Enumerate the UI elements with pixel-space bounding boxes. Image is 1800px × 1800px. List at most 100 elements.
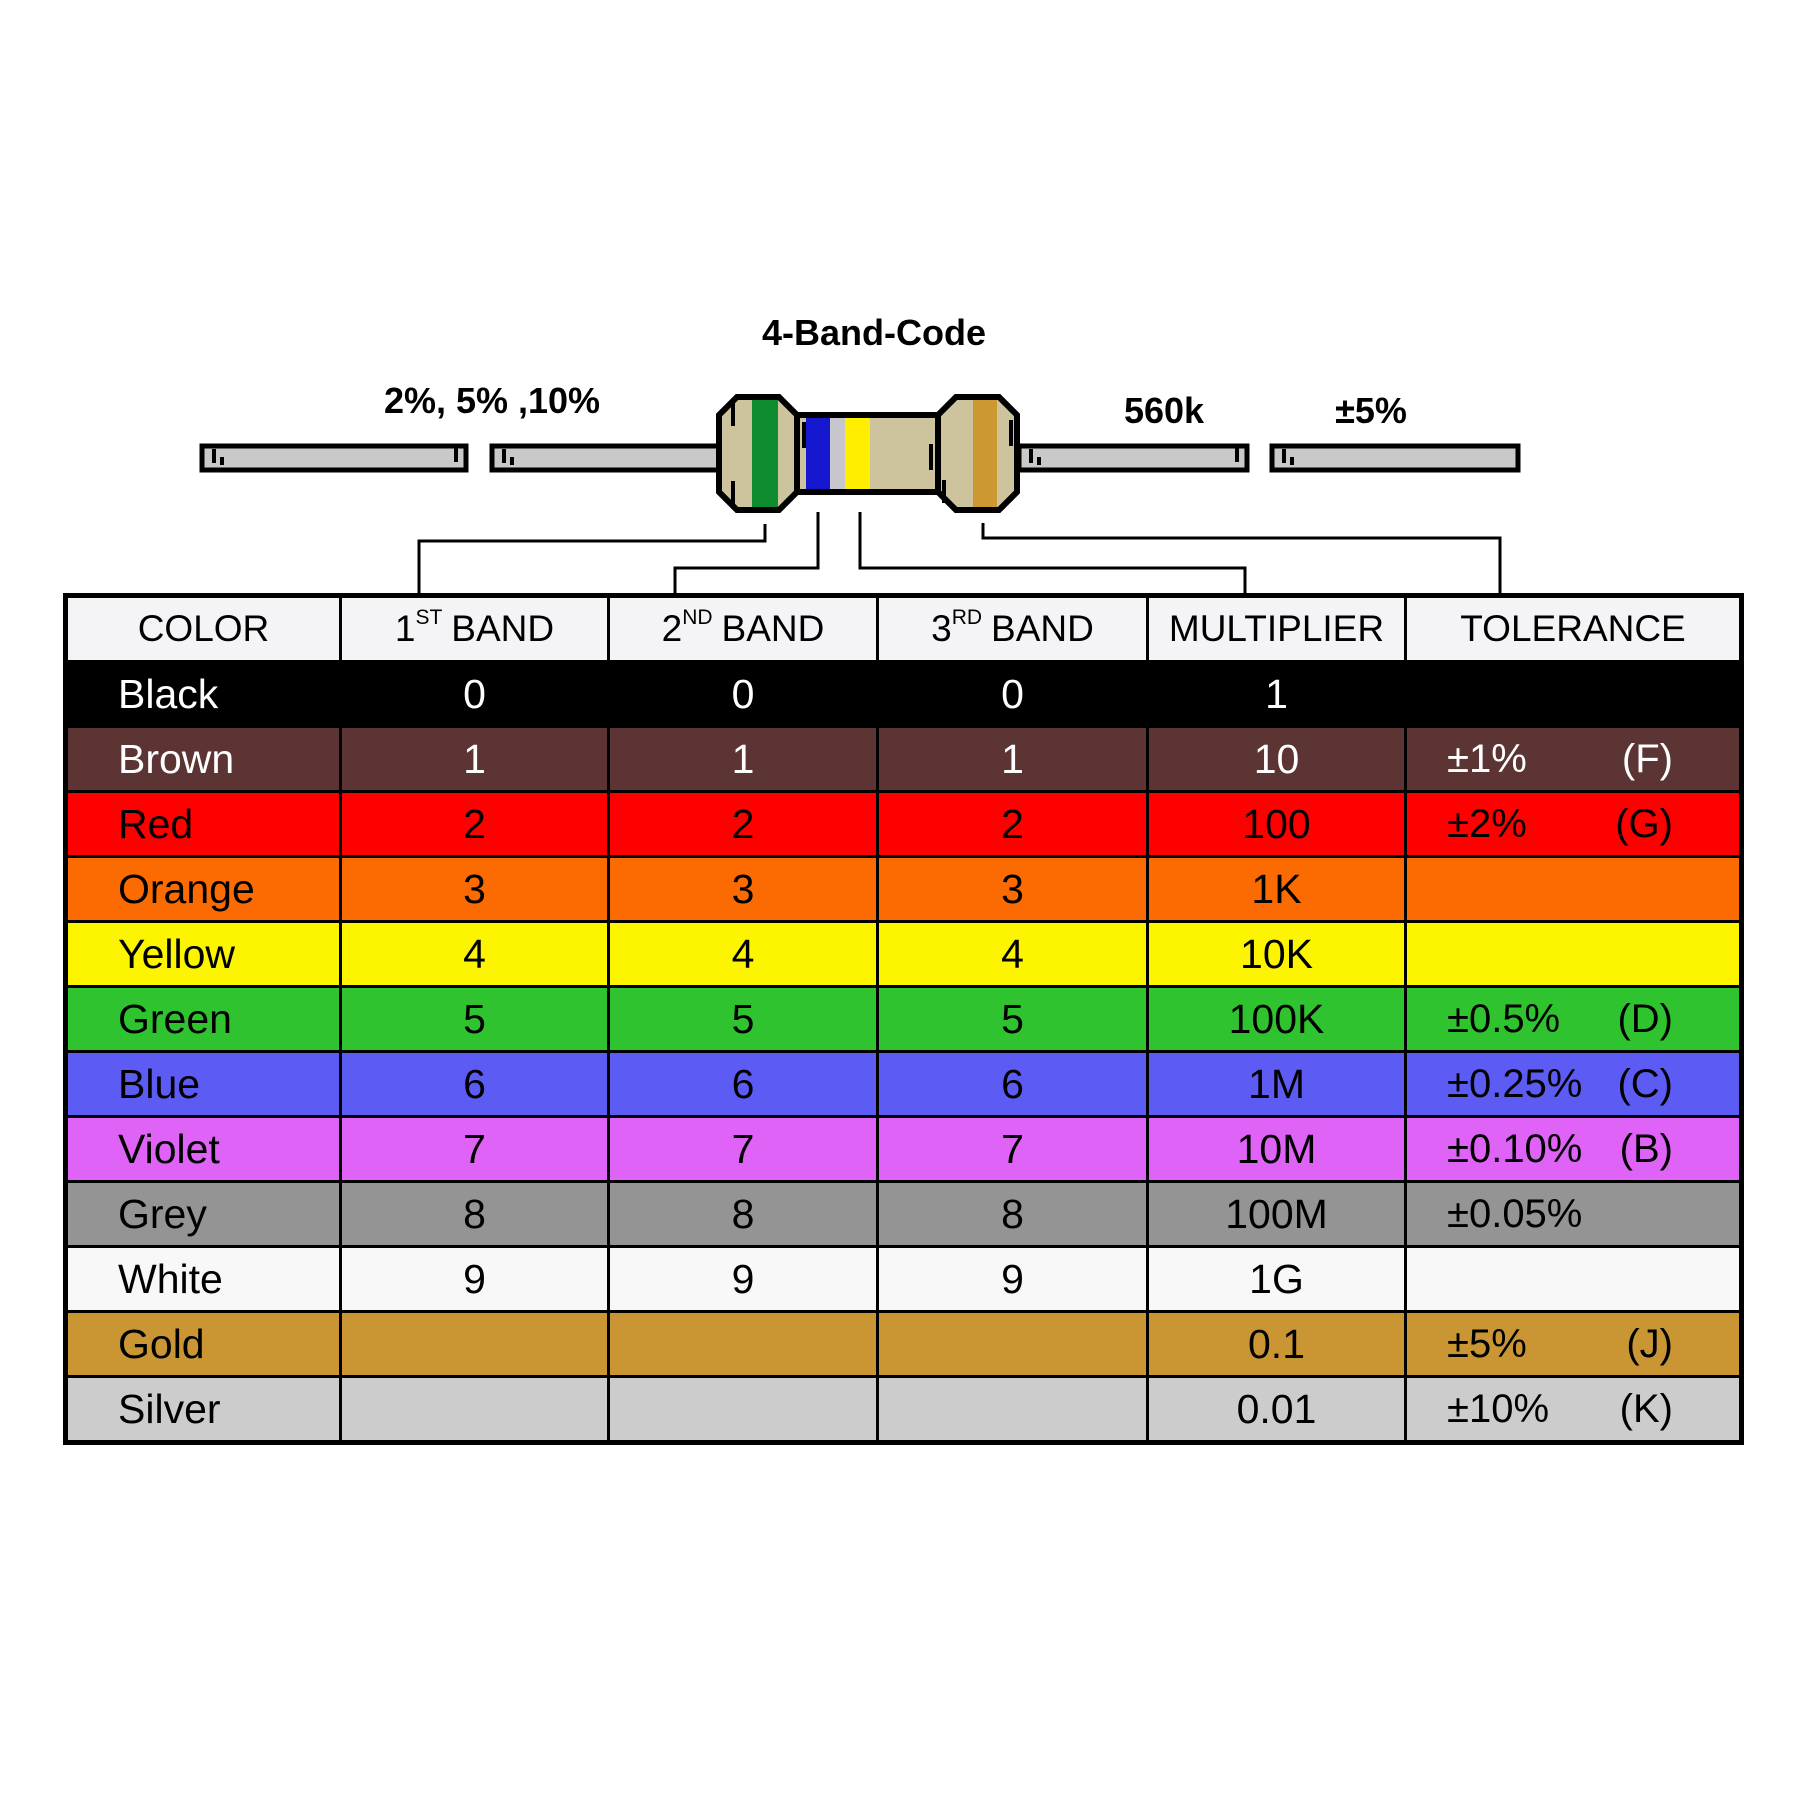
band1-value-cell — [339, 1378, 607, 1440]
tolerance-letter-code: (K) — [1619, 1386, 1673, 1431]
band2-value-cell — [607, 1313, 876, 1375]
tolerance-letter-code: (D) — [1617, 996, 1673, 1041]
header-band1-word: BAND — [451, 608, 555, 649]
lead-tick-marks — [212, 448, 1294, 465]
band3-value-cell: 5 — [876, 988, 1146, 1050]
header-band2-ordinal: ND — [682, 606, 713, 629]
header-band1-ordinal: ST — [415, 606, 443, 629]
resistor-leads — [199, 443, 1521, 473]
band2-value-cell: 6 — [607, 1053, 876, 1115]
tolerance-cell — [1404, 923, 1739, 985]
tolerance-value: ±0.05% — [1447, 1191, 1583, 1236]
tolerance-cell: ±5% (J) — [1404, 1313, 1739, 1375]
color-name-cell: White — [118, 1255, 223, 1302]
header-band2-word: BAND — [721, 608, 825, 649]
color-name-cell: Brown — [118, 735, 235, 782]
leader-band3-to-multiplier — [858, 512, 1247, 593]
tolerance-options-label: 2%, 5% ,10% — [383, 380, 601, 421]
tolerance-value: ±1% — [1447, 736, 1527, 781]
color-name-cell: Red — [118, 800, 194, 847]
table-row-yellow: Yellow 4 4 4 10K — [68, 920, 1739, 985]
header-band2-num: 2 — [661, 608, 683, 649]
band1-value-cell: 6 — [339, 1053, 607, 1115]
lead-right-inner — [1016, 443, 1250, 473]
band3-value-cell: 9 — [876, 1248, 1146, 1310]
band1-value-cell: 4 — [339, 923, 607, 985]
band1-value-cell: 9 — [339, 1248, 607, 1310]
multiplier-value-cell: 1G — [1146, 1248, 1404, 1310]
band2-value-cell: 9 — [607, 1248, 876, 1310]
band3-value-cell: 8 — [876, 1183, 1146, 1245]
header-band2: 2 ND BAND — [607, 598, 876, 660]
tolerance-letter-code: (G) — [1615, 801, 1673, 846]
tolerance-cell: ±0.5% (D) — [1404, 988, 1739, 1050]
band3-value-cell — [876, 1378, 1146, 1440]
multiplier-value-cell: 100M — [1146, 1183, 1404, 1245]
example-value-label: 560k — [1123, 390, 1205, 431]
multiplier-value-cell: 0.1 — [1146, 1313, 1404, 1375]
band1-value-cell: 0 — [339, 663, 607, 725]
tolerance-letter-code: (B) — [1619, 1126, 1673, 1171]
header-band3-num: 3 — [931, 608, 952, 649]
multiplier-value-cell: 10M — [1146, 1118, 1404, 1180]
header-band1-num: 1 — [394, 608, 416, 649]
multiplier-value-cell: 100K — [1146, 988, 1404, 1050]
table-row-grey: Grey 8 8 8 100M ±0.05% — [68, 1180, 1739, 1245]
multiplier-value-cell: 100 — [1146, 793, 1404, 855]
band2-value-cell: 0 — [607, 663, 876, 725]
leader-band2-to-col2 — [673, 512, 820, 593]
tolerance-value: ±0.5% — [1447, 996, 1561, 1041]
band2-value-cell: 8 — [607, 1183, 876, 1245]
tolerance-value: ±10% — [1447, 1386, 1550, 1431]
tolerance-letter-code: (F) — [1621, 736, 1673, 781]
tolerance-value: ±2% — [1447, 801, 1527, 846]
band1-value-cell: 3 — [339, 858, 607, 920]
band2-value-cell — [607, 1378, 876, 1440]
table-row-orange: Orange 3 3 3 1K — [68, 855, 1739, 920]
multiplier-value-cell: 10K — [1146, 923, 1404, 985]
band3-value-cell: 6 — [876, 1053, 1146, 1115]
table-row-red: Red 2 2 2 100 ±2% (G) — [68, 790, 1739, 855]
header-multiplier: MULTIPLIER — [1146, 598, 1404, 660]
band2-value-cell: 3 — [607, 858, 876, 920]
band1-value-cell: 1 — [339, 728, 607, 790]
resistor-diagram — [199, 394, 1521, 593]
table-row-brown: Brown 1 1 1 10 ±1% (F) — [68, 725, 1739, 790]
multiplier-value-cell: 1 — [1146, 663, 1404, 725]
leader-lines — [417, 512, 1502, 593]
color-name-cell: Grey — [118, 1190, 207, 1237]
header-tolerance: TOLERANCE — [1404, 598, 1739, 660]
table-header-row: COLOR 1 ST BAND 2 ND BAND 3 RD BAND MULTIPLIER… — [68, 598, 1739, 660]
color-name-cell: Blue — [118, 1060, 201, 1107]
header-band3: 3 RD BAND — [876, 598, 1146, 660]
tolerance-letter-code: (C) — [1617, 1061, 1673, 1106]
lead-left-outer — [199, 443, 469, 473]
header-band1: 1 ST BAND — [339, 598, 607, 660]
diagram-title: 4-Band-Code — [762, 312, 986, 353]
color-name-cell: Gold — [118, 1320, 205, 1367]
body-detail-ticks — [731, 402, 1013, 504]
band3-value-cell: 2 — [876, 793, 1146, 855]
multiplier-value-cell: 1K — [1146, 858, 1404, 920]
band3-value-cell: 1 — [876, 728, 1146, 790]
table-row-blue: Blue 6 6 6 1M ±0.25% (C) — [68, 1050, 1739, 1115]
band3-value-cell: 4 — [876, 923, 1146, 985]
band3-value-cell: 0 — [876, 663, 1146, 725]
band3-value-cell — [876, 1313, 1146, 1375]
tolerance-cell — [1404, 1248, 1739, 1310]
band-2-blue — [806, 415, 830, 492]
table-row-silver: Silver 0.01 ±10% (K) — [68, 1375, 1739, 1440]
band-3-yellow — [845, 415, 870, 492]
header-color: COLOR — [68, 598, 339, 660]
tolerance-cell: ±10% (K) — [1404, 1378, 1739, 1440]
band-1-green — [752, 397, 778, 510]
band3-value-cell: 3 — [876, 858, 1146, 920]
band1-value-cell: 2 — [339, 793, 607, 855]
band1-value-cell: 8 — [339, 1183, 607, 1245]
band1-value-cell: 7 — [339, 1118, 607, 1180]
tolerance-cell: ±0.05% — [1404, 1183, 1739, 1245]
table-row-white: White 9 9 9 1G — [68, 1245, 1739, 1310]
table-row-gold: Gold 0.1 ±5% (J) — [68, 1310, 1739, 1375]
band-4-gold — [973, 397, 997, 510]
example-tolerance-label: ±5% — [1335, 390, 1407, 431]
